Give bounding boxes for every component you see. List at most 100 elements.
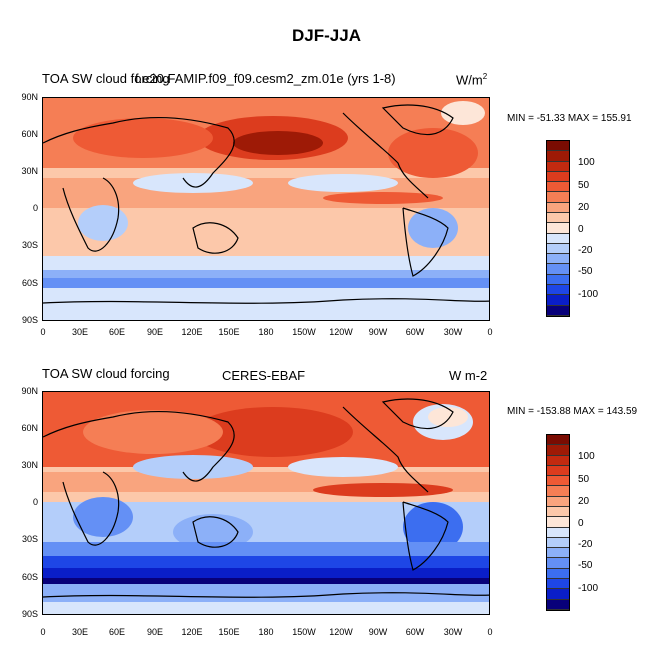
colorbar-swatch [547,455,569,466]
colorbar-swatch [547,537,569,549]
colorbar-swatch [547,141,569,152]
colorbar-label: -100 [578,583,599,594]
colorbar-swatch [547,517,569,528]
lat-tick: 60S [21,572,38,582]
panel-units: W/m2 [456,72,487,87]
lat-tick: 30N [21,166,38,176]
lat-tick: 90N [21,386,38,396]
lon-tick: 150W [292,327,316,337]
colorbar-swatch [547,233,569,244]
lon-tick: 30E [71,327,88,337]
colorbar-swatch [547,264,569,275]
colorbar-swatch [547,496,569,507]
lat-tick: 30S [21,534,38,544]
colorbar-swatch [547,465,569,477]
units-text: W/m [456,72,483,88]
colorbar-swatch [547,445,569,456]
lon-tick: 30E [71,627,88,637]
colorbar-swatch [547,476,569,487]
figure-title: DJF-JJA [292,26,361,45]
lon-tick: 120E [181,327,203,337]
lon-tick: 120W [329,627,353,637]
lon-tick: 180 [258,327,274,337]
lon-tick: 150E [218,627,240,637]
lon-tick: 150E [218,327,240,337]
lon-tick: 0 [40,627,46,637]
colorbar-swatch [547,284,569,296]
colorbar-swatch [547,212,569,224]
colorbar-label: -50 [578,266,593,277]
colorbar-swatch [547,589,569,600]
colorbar-swatch [547,182,569,193]
lon-tick: 30W [443,327,463,337]
map-plot [42,391,490,615]
colorbar-label: -50 [578,560,593,571]
lat-tick: 60N [21,423,38,433]
colorbar-swatch [547,151,569,162]
colorbar-label: 0 [578,224,584,235]
lat-tick: 90S [21,315,38,325]
panel-model: TOA SW cloud forcing f.e20.FAMIP.f09_f09… [21,71,631,337]
panel-left-label: TOA SW cloud forcing [42,366,170,381]
colorbar-swatch [547,202,569,213]
panel-case-label: f.e20.FAMIP.f09_f09.cesm2_zm.01e (yrs 1-… [135,71,396,86]
lon-tick: 90W [368,627,388,637]
colorbar-swatch [547,435,569,446]
map-plot [42,97,490,321]
colorbar [546,140,570,317]
map-field [43,392,489,614]
lon-tick: 30W [443,627,463,637]
colorbar [546,434,570,611]
colorbar-swatch [547,305,569,316]
lon-tick: 60W [405,627,425,637]
colorbar-swatch [547,599,569,610]
colorbar-label: 50 [578,474,590,485]
colorbar-swatch [547,548,569,559]
lon-tick: 0 [40,327,46,337]
lon-tick: 120W [329,327,353,337]
colorbar-label: 100 [578,157,595,168]
lon-tick: 180 [258,627,274,637]
lon-tick: 60E [108,627,125,637]
lat-tick: 60N [21,129,38,139]
lat-tick: 90N [21,92,38,102]
colorbar-swatch [547,558,569,569]
colorbar-swatch [547,274,569,285]
colorbar-swatch [547,568,569,579]
colorbar-swatch [547,578,569,590]
lat-tick: 0 [32,203,38,213]
colorbar-swatch [547,506,569,518]
colorbar-label: 100 [578,451,595,462]
colorbar-label: -20 [578,539,593,550]
colorbar-label: -20 [578,245,593,256]
colorbar-swatch [547,192,569,203]
colorbar-swatch [547,527,569,538]
colorbar-swatch [547,223,569,234]
lon-tick: 90W [368,327,388,337]
colorbar-swatch [547,486,569,497]
colorbar-swatch [547,243,569,255]
colorbar-swatch [547,171,569,183]
lon-tick: 120E [181,627,203,637]
lat-tick: 90S [21,609,38,619]
colorbar-swatch [547,254,569,265]
lon-tick: 60W [405,327,425,337]
colorbar-label: 20 [578,202,590,213]
colorbar-label: 20 [578,496,590,507]
lon-tick: 90E [146,627,163,637]
lon-tick: 0 [487,327,493,337]
colorbar-label: -100 [578,289,599,300]
map-field [43,98,489,320]
panel-stats: MIN = -153.88 MAX = 143.59 [507,406,638,417]
lon-tick: 0 [487,627,493,637]
panel-case-label: CERES-EBAF [222,368,306,383]
lon-tick: 90E [146,327,163,337]
lon-tick: 60E [108,327,125,337]
panel-left-label: TOA SW cloud forcing [42,71,170,86]
colorbar-swatch [547,161,569,172]
colorbar-swatch [547,295,569,306]
units-superscript: 2 [482,72,488,81]
lon-tick: 150W [292,627,316,637]
lat-tick: 30N [21,460,38,470]
lat-tick: 0 [32,497,38,507]
